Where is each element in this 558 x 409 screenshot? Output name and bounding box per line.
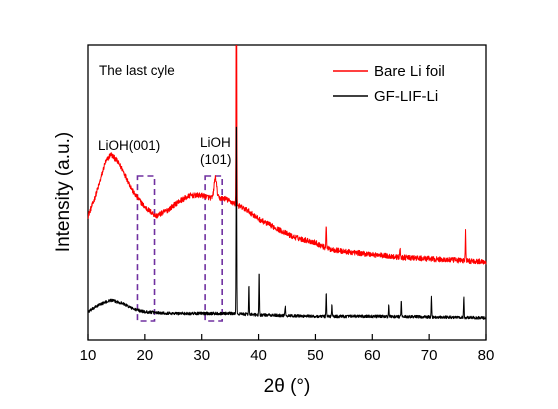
panel-label: The last cyle (99, 63, 175, 78)
x-axis-ticks: 10 20 30 40 50 60 70 80 (80, 334, 495, 364)
y-axis-title: Intensity (a.u.) (53, 132, 74, 252)
x-tick-label-10: 10 (80, 347, 97, 364)
x-tick-label-70: 70 (421, 347, 438, 364)
series-layer (87, 45, 487, 320)
x-axis-title: 2θ (°) (264, 376, 311, 397)
highlight-regions (136, 175, 223, 322)
annotation-lioh-101-line2: (101) (200, 152, 232, 167)
x-tick-label-20: 20 (137, 347, 154, 364)
x-tick-label-60: 60 (364, 347, 381, 364)
annotation-lioh-001: LiOH(001) (98, 138, 160, 153)
x-tick-label-30: 30 (193, 347, 210, 364)
plot-frame (87, 44, 487, 341)
x-tick-label-40: 40 (250, 347, 267, 364)
legend-label-bare-li-foil: Bare Li foil (374, 63, 445, 80)
highlight-region-1 (136, 175, 156, 322)
x-tick-label-80: 80 (478, 347, 495, 364)
legend: Bare Li foil GF-LIF-Li (333, 63, 445, 105)
annotation-lioh-101-line1: LiOH (200, 135, 231, 150)
series-line-bare-li-foil (87, 45, 487, 265)
series-line-gf-lif-li (87, 126, 487, 320)
x-tick-label-50: 50 (307, 347, 324, 364)
highlight-region-2 (204, 175, 223, 322)
legend-label-gf-lif-li: GF-LIF-Li (374, 88, 438, 105)
